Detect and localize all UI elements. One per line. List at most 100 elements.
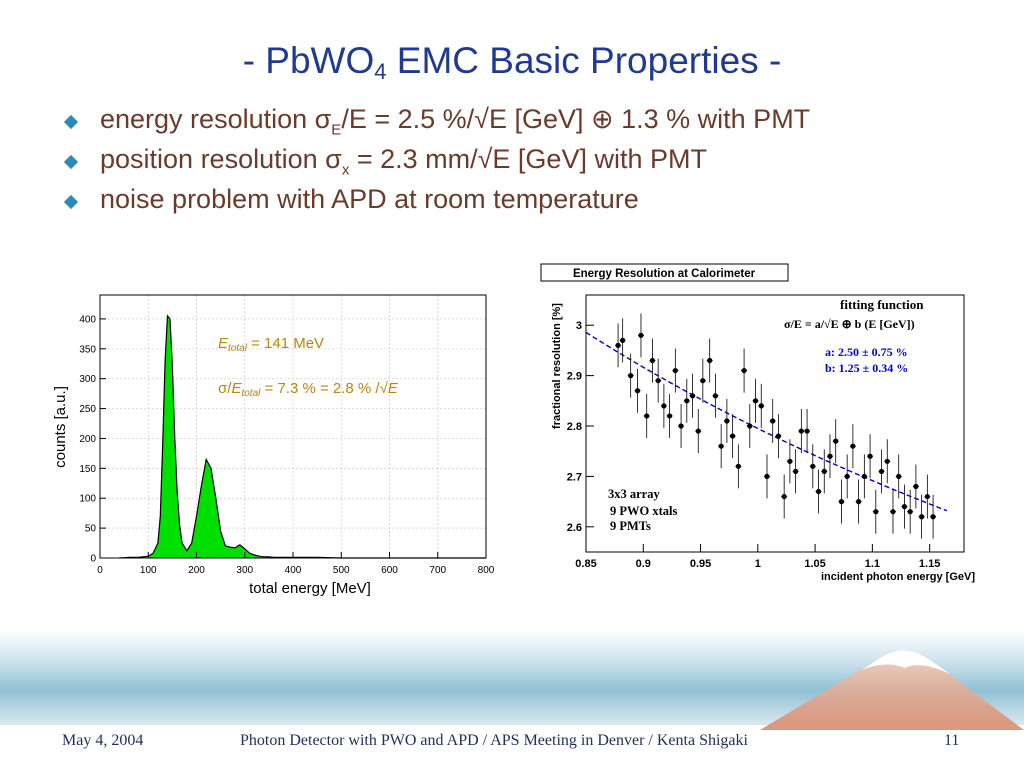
y-tick-label: 2.9 bbox=[567, 371, 582, 383]
bullet-text-post: = 2.3 mm/√E [GeV] with PMT bbox=[349, 144, 707, 174]
x-tick-label: 1.1 bbox=[865, 558, 880, 570]
data-point bbox=[672, 367, 678, 374]
data-point bbox=[913, 483, 919, 490]
data-point bbox=[764, 473, 770, 480]
data-point bbox=[770, 418, 776, 424]
data-point bbox=[856, 499, 862, 505]
data-point bbox=[873, 509, 879, 515]
energy-resolution-chart: Energy Resolution at Calorimeter 0.85 0.9… bbox=[540, 263, 975, 583]
bullet-energy-resolution: energy resolution σE/E = 2.5 %/√E [GeV] … bbox=[62, 104, 1002, 144]
data-point bbox=[804, 428, 810, 434]
data-point bbox=[810, 463, 816, 469]
diamond-bullet-icon bbox=[63, 154, 79, 170]
y-tick-label: 350 bbox=[79, 344, 96, 355]
data-point bbox=[695, 428, 701, 434]
mountain-snowcap-icon bbox=[862, 650, 950, 674]
x-tick-label: 400 bbox=[285, 565, 302, 576]
x-tick-label: 0.9 bbox=[636, 558, 651, 570]
data-point bbox=[747, 423, 753, 429]
scatter-fit-curve bbox=[585, 331, 948, 512]
data-point bbox=[634, 388, 641, 394]
y-tick-label: 150 bbox=[79, 464, 96, 475]
data-point bbox=[752, 398, 759, 404]
footer-page-number: 11 bbox=[944, 732, 960, 749]
data-point bbox=[718, 443, 724, 449]
data-point bbox=[667, 413, 673, 419]
data-point bbox=[890, 509, 896, 515]
y-tick-label: 100 bbox=[79, 494, 96, 505]
data-point bbox=[644, 413, 650, 419]
data-point bbox=[620, 337, 626, 343]
footer-bottom-strip bbox=[0, 725, 1024, 768]
histogram-outline bbox=[119, 314, 486, 559]
data-point bbox=[655, 378, 661, 384]
y-tick-label: 2.6 bbox=[567, 522, 582, 534]
y-tick-label: 2.8 bbox=[567, 421, 582, 433]
histogram-x-ticks: 0 100 200 300 400 500 600 700 800 bbox=[97, 552, 495, 576]
footer-date: May 4, 2004 bbox=[62, 732, 144, 749]
bullet-text-pre: noise problem with APD at room temperatu… bbox=[100, 184, 639, 214]
data-point bbox=[712, 393, 719, 399]
y-tick-label: 300 bbox=[79, 374, 96, 385]
energy-histogram-chart: 0 100 200 300 400 500 600 700 800 0 50 100 150 200 25… bbox=[52, 294, 495, 597]
y-tick-label: 3 bbox=[576, 320, 582, 332]
data-point bbox=[821, 468, 827, 474]
histogram-annotation-1: Etotal = 141 MeV bbox=[218, 335, 324, 354]
histogram-y-ticks: 0 50 100 150 200 250 300 350 400 bbox=[79, 314, 106, 565]
fit-box-formula: σ/E = a/√E ⊕ b (E [GeV]) bbox=[784, 317, 915, 331]
data-point bbox=[787, 458, 793, 464]
data-point bbox=[661, 403, 667, 409]
data-point bbox=[638, 332, 644, 338]
footer-center-text: Photon Detector with PWO and APD / APS M… bbox=[240, 732, 748, 749]
data-point bbox=[861, 473, 867, 480]
x-tick-label: 300 bbox=[236, 565, 253, 576]
note-line-3: 9 PMTs bbox=[610, 519, 651, 533]
data-point bbox=[758, 403, 764, 409]
data-point bbox=[878, 468, 885, 474]
diamond-bullet-icon bbox=[63, 114, 79, 130]
bullet-position-resolution: position resolution σx = 2.3 mm/√E [GeV]… bbox=[62, 144, 1002, 184]
data-point bbox=[815, 488, 822, 495]
scatter-title: Energy Resolution at Calorimeter bbox=[573, 268, 756, 280]
x-tick-label: 0 bbox=[97, 565, 103, 576]
x-tick-label: 600 bbox=[381, 565, 398, 576]
data-point bbox=[700, 378, 706, 384]
note-line-1: 3x3 array bbox=[608, 487, 660, 501]
data-point bbox=[924, 493, 930, 500]
fit-box-title: fitting function bbox=[840, 297, 924, 312]
histogram-ylabel: counts [a.u.] bbox=[52, 386, 69, 468]
x-tick-label: 1.15 bbox=[919, 558, 940, 570]
bullet-text-post: /E = 2.5 %/√E [GeV] ⊕ 1.3 % with PMT bbox=[341, 104, 811, 134]
bullet-text-pre: position resolution σ bbox=[100, 144, 342, 174]
y-tick-label: 0 bbox=[90, 554, 96, 565]
bullet-text-sub: E bbox=[331, 121, 342, 139]
x-tick-label: 100 bbox=[140, 565, 157, 576]
data-point bbox=[930, 514, 936, 520]
scatter-frame bbox=[585, 294, 965, 553]
x-tick-label: 0.95 bbox=[690, 558, 711, 570]
histogram-area bbox=[119, 315, 487, 558]
bullet-text: noise problem with APD at room temperatu… bbox=[100, 184, 639, 215]
bullet-text-pre: energy resolution σ bbox=[100, 104, 332, 134]
scatter-xlabel: incident photon energy [GeV] bbox=[821, 571, 975, 583]
fit-box-a: a: 2.50 ± 0.75 % bbox=[825, 345, 908, 359]
data-point bbox=[649, 357, 656, 364]
x-tick-label: 800 bbox=[478, 565, 495, 576]
data-point bbox=[907, 509, 913, 515]
data-point bbox=[684, 398, 690, 404]
data-point bbox=[833, 438, 839, 444]
slide-title: - PbWO4 EMC Basic Properties - bbox=[0, 40, 1024, 85]
data-point bbox=[730, 433, 736, 439]
data-point bbox=[844, 473, 850, 480]
x-tick-label: 0.85 bbox=[575, 558, 596, 570]
data-point bbox=[919, 514, 925, 520]
bullet-text: energy resolution σE/E = 2.5 %/√E [GeV] … bbox=[100, 104, 810, 138]
bullet-text-sub: x bbox=[341, 161, 350, 179]
data-point bbox=[724, 418, 730, 424]
x-tick-label: 500 bbox=[333, 565, 350, 576]
data-point bbox=[707, 357, 713, 364]
scatter-title-box bbox=[540, 263, 789, 282]
data-point bbox=[884, 458, 890, 464]
scatter-ticks: 0.85 0.9 0.95 1 1.05 1.1 1.15 2.6 2.7 2.8 2.9 3 bbox=[567, 320, 941, 570]
data-point bbox=[850, 443, 856, 449]
